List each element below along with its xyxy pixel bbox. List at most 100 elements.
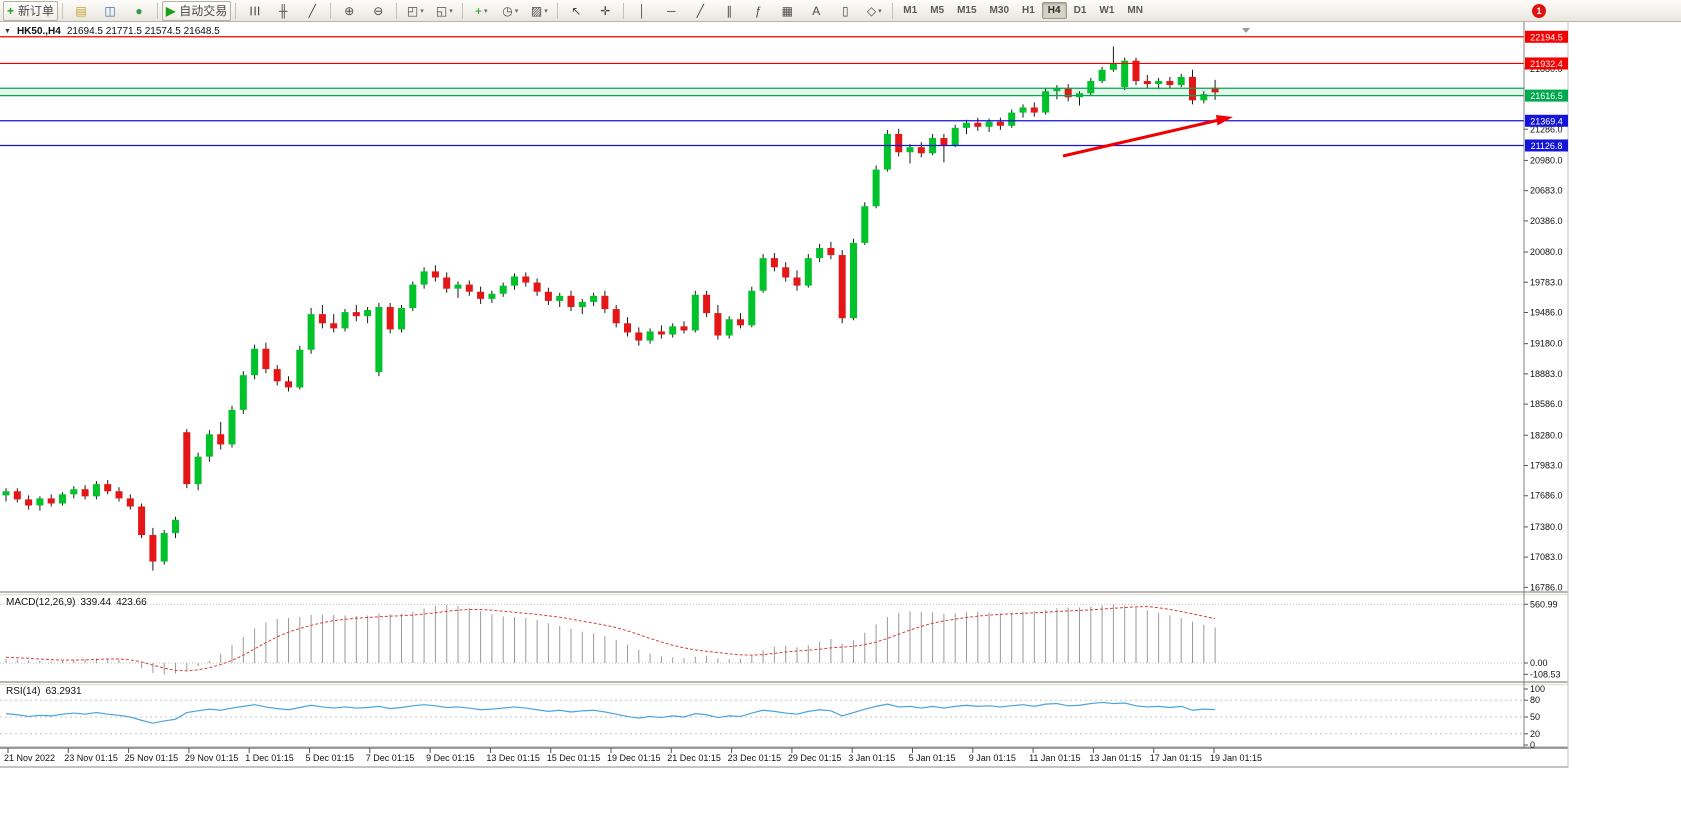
zoom-out-button[interactable]: ⊖: [364, 1, 392, 21]
horizontal-line-button[interactable]: ─: [657, 1, 685, 21]
crosshair-icon: ✛: [600, 3, 611, 18]
toolbar-separator: [62, 2, 64, 19]
candles-layer: [2, 46, 1219, 571]
svg-text:19 Jan 01:15: 19 Jan 01:15: [1210, 753, 1262, 763]
pane-borders: [0, 22, 1569, 768]
svg-text:560.99: 560.99: [1530, 599, 1558, 609]
timeframe-button-h1[interactable]: H1: [1022, 5, 1035, 16]
timeframe-button-mn[interactable]: MN: [1127, 5, 1143, 16]
toolbar-separator: [462, 2, 464, 19]
svg-text:19486.0: 19486.0: [1530, 308, 1563, 318]
dropdown-arrow-icon: ▾: [420, 7, 424, 15]
green-zone-band: [0, 88, 1524, 96]
equidistant-channel-button[interactable]: ∥: [715, 1, 743, 21]
svg-text:9 Dec 01:15: 9 Dec 01:15: [426, 753, 475, 763]
svg-text:7 Dec 01:15: 7 Dec 01:15: [366, 753, 415, 763]
zoom-in-button[interactable]: ⊕: [335, 1, 363, 21]
text-label-button[interactable]: ▯: [831, 1, 859, 21]
toolbar-separator: [396, 2, 398, 19]
vertical-line-icon: │: [638, 3, 647, 18]
vertical-line-button[interactable]: │: [628, 1, 656, 21]
macd-label: MACD(12,26,9) 339.44 423.66: [6, 597, 147, 608]
text-label-icon: ▯: [841, 3, 849, 18]
line-chart-button[interactable]: ╱: [298, 1, 326, 21]
support-button[interactable]: ●: [125, 1, 153, 21]
svg-text:17983.0: 17983.0: [1530, 461, 1563, 471]
market-watch-button[interactable]: ▤: [67, 1, 95, 21]
trendline-button[interactable]: ╱: [686, 1, 714, 21]
zoom-out-icon: ⊖: [373, 3, 384, 18]
timeframe-button-h4[interactable]: H4: [1041, 2, 1067, 19]
dropdown-arrow-icon: ▾: [449, 7, 453, 15]
svg-text:23 Dec 01:15: 23 Dec 01:15: [728, 753, 782, 763]
tile-windows-button[interactable]: ◰ ▾: [401, 1, 429, 21]
templates-button[interactable]: ▨ ▾: [525, 1, 553, 21]
candlestick-chart-button[interactable]: ╫: [269, 1, 297, 21]
svg-text:19783.0: 19783.0: [1530, 277, 1563, 287]
timeframe-button-m15[interactable]: M15: [957, 5, 977, 16]
toolbar-separator: [623, 2, 625, 19]
zoom-in-icon: ⊕: [344, 3, 355, 18]
data-window-button[interactable]: ◫: [96, 1, 124, 21]
line-chart-icon: ╱: [308, 3, 316, 18]
svg-text:15 Dec 01:15: 15 Dec 01:15: [547, 753, 601, 763]
timeframe-button-m30[interactable]: M30: [989, 5, 1009, 16]
shapes-icon: ◇: [866, 3, 877, 18]
new-order-button[interactable]: + 新订单: [3, 0, 59, 21]
svg-text:20386.0: 20386.0: [1530, 216, 1563, 226]
toolbar-separator: [330, 2, 332, 19]
svg-text:0: 0: [1530, 740, 1535, 750]
svg-text:3 Jan 01:15: 3 Jan 01:15: [848, 753, 895, 763]
svg-text:13 Jan 01:15: 13 Jan 01:15: [1089, 753, 1141, 763]
crosshair-button[interactable]: ✛: [591, 1, 619, 21]
rsi-value: 63.2931: [45, 686, 82, 697]
macd-signal-line: [5, 606, 1216, 672]
svg-text:25 Nov 01:15: 25 Nov 01:15: [125, 753, 179, 763]
grid-icon: ▦: [781, 3, 793, 18]
bar-chart-button[interactable]: ☰: [240, 1, 268, 21]
svg-text:5 Jan 01:15: 5 Jan 01:15: [909, 753, 956, 763]
svg-text:21126.8: 21126.8: [1531, 141, 1563, 151]
equidistant-channel-icon: ∥: [726, 3, 733, 18]
grid-button[interactable]: ▦: [773, 1, 801, 21]
notification-badge[interactable]: 1: [1532, 3, 1546, 18]
fibonacci-icon: ƒ: [754, 3, 762, 18]
periods-button[interactable]: ◷ ▾: [496, 1, 524, 21]
auto-trading-button[interactable]: ▶ 自动交易: [162, 0, 232, 21]
chart-symbol-ohlc: ▼ HK50.,H4 21694.5 21771.5 21574.5 21648…: [4, 26, 220, 37]
svg-text:9 Jan 01:15: 9 Jan 01:15: [969, 753, 1016, 763]
bar-chart-icon: ☰: [247, 5, 262, 16]
svg-text:21286.0: 21286.0: [1530, 124, 1563, 134]
timeframe-button-d1[interactable]: D1: [1073, 5, 1087, 16]
text-button[interactable]: A: [802, 1, 830, 21]
cursor-icon: ↖: [571, 3, 582, 18]
periods-icon: ◷: [502, 3, 513, 18]
svg-text:29 Dec 01:15: 29 Dec 01:15: [788, 753, 842, 763]
ohlc-values: 21694.5 21771.5 21574.5 21648.5: [66, 26, 220, 37]
svg-text:80: 80: [1530, 695, 1540, 705]
candlestick-chart-icon: ╫: [279, 3, 288, 18]
collapse-icon[interactable]: ▼: [4, 28, 11, 35]
dropdown-arrow-icon: ▾: [484, 7, 488, 15]
indicators-button[interactable]: + ▾: [467, 1, 495, 21]
timeframe-button-m5[interactable]: M5: [930, 5, 945, 16]
price-badge-22194.5: 22194.5: [1525, 30, 1568, 43]
main-toolbar: + 新订单 ▤ ◫ ● ▶ 自动交易 ☰ ╫ ╱ ⊕ ⊖ ◰ ▾ ◱ ▾ + ▾ ◷ ▾ ▨ ▾ ↖ ✛ │ ─ ╱ ∥ ƒ ▦ A ▯ ◇ ▾ M…: [0, 0, 1681, 22]
cursor-button[interactable]: ↖: [562, 1, 590, 21]
timeframe-button-m1[interactable]: M1: [903, 5, 918, 16]
chart-shift-marker-icon[interactable]: [1242, 28, 1250, 33]
trend-arrow[interactable]: [1062, 115, 1233, 158]
toolbar-separator: [892, 2, 894, 19]
fibonacci-button[interactable]: ƒ: [744, 1, 772, 21]
text-icon: A: [812, 3, 821, 18]
new-order-button-icon: +: [7, 3, 15, 18]
cascade-windows-button[interactable]: ◱ ▾: [430, 1, 458, 21]
price-axis: 21880.021286.020980.020683.020386.020080…: [1524, 30, 1568, 592]
tile-windows-icon: ◰: [406, 3, 419, 18]
price-badge-21126.8: 21126.8: [1525, 139, 1568, 152]
rsi-line: [5, 701, 1216, 724]
timeframe-button-w1[interactable]: W1: [1099, 5, 1115, 16]
price-badge-21369.4: 21369.4: [1525, 114, 1568, 127]
shapes-button[interactable]: ◇ ▾: [860, 1, 888, 21]
price-chart[interactable]: 21880.021286.020980.020683.020386.020080…: [0, 22, 1681, 825]
